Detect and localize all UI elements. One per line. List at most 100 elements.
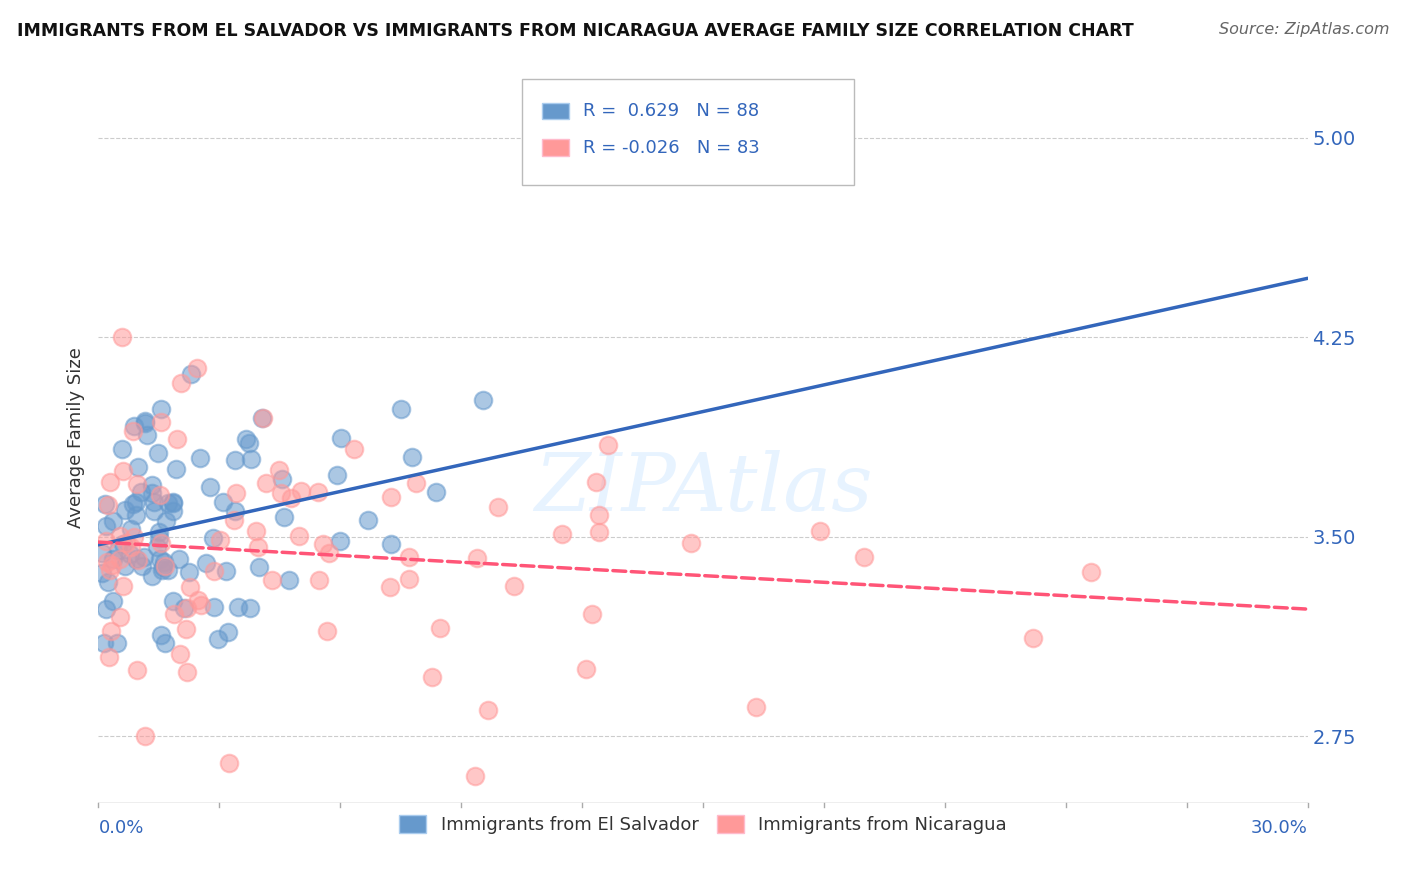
Text: R = -0.026   N = 83: R = -0.026 N = 83 bbox=[583, 138, 761, 156]
Point bbox=[101, 594, 124, 608]
Point bbox=[134, 416, 156, 430]
Legend: Immigrants from El Salvador, Immigrants from Nicaragua: Immigrants from El Salvador, Immigrants … bbox=[392, 807, 1014, 841]
Point bbox=[585, 475, 607, 489]
Point bbox=[170, 376, 193, 391]
Point bbox=[111, 537, 134, 551]
Point bbox=[105, 636, 128, 650]
Text: R =  0.629   N = 88: R = 0.629 N = 88 bbox=[583, 102, 759, 120]
Point bbox=[96, 518, 118, 533]
Point bbox=[122, 530, 145, 544]
Point bbox=[100, 624, 122, 639]
Point bbox=[420, 670, 443, 684]
Point bbox=[150, 415, 173, 429]
Point bbox=[207, 632, 229, 646]
Point bbox=[465, 550, 488, 565]
Point bbox=[288, 529, 311, 543]
Point bbox=[141, 486, 163, 500]
Point bbox=[163, 607, 186, 621]
Point bbox=[316, 624, 339, 638]
Point bbox=[141, 477, 163, 491]
Point bbox=[141, 569, 163, 583]
Point bbox=[307, 485, 329, 500]
Point bbox=[503, 578, 526, 592]
Point bbox=[277, 573, 299, 587]
Point bbox=[148, 446, 170, 460]
Point bbox=[127, 477, 149, 491]
Point bbox=[464, 769, 486, 783]
Point bbox=[208, 533, 231, 548]
Point bbox=[378, 580, 401, 594]
Point bbox=[157, 563, 180, 577]
Point bbox=[187, 593, 209, 607]
Point bbox=[270, 486, 292, 500]
Point bbox=[215, 564, 238, 578]
Point bbox=[134, 414, 156, 428]
Point bbox=[180, 368, 202, 382]
Point bbox=[101, 558, 124, 572]
Point bbox=[149, 402, 172, 417]
Point bbox=[575, 662, 598, 676]
Point bbox=[389, 401, 412, 416]
Point bbox=[247, 540, 270, 554]
Point bbox=[124, 551, 146, 566]
Point bbox=[94, 602, 117, 616]
Point bbox=[176, 601, 198, 615]
Point bbox=[98, 650, 121, 665]
Point bbox=[471, 392, 494, 407]
Point bbox=[252, 411, 274, 425]
Point bbox=[267, 463, 290, 477]
Point bbox=[398, 572, 420, 586]
Point bbox=[280, 491, 302, 506]
Point bbox=[110, 442, 132, 456]
Point bbox=[198, 480, 221, 494]
Point bbox=[551, 527, 574, 541]
Point bbox=[169, 647, 191, 661]
Text: IMMIGRANTS FROM EL SALVADOR VS IMMIGRANTS FROM NICARAGUA AVERAGE FAMILY SIZE COR: IMMIGRANTS FROM EL SALVADOR VS IMMIGRANT… bbox=[17, 22, 1133, 40]
Point bbox=[312, 537, 335, 551]
Point bbox=[162, 594, 184, 608]
Point bbox=[107, 542, 129, 557]
FancyBboxPatch shape bbox=[543, 139, 569, 155]
Point bbox=[111, 578, 134, 592]
Point bbox=[853, 549, 876, 564]
Point bbox=[127, 459, 149, 474]
Point bbox=[100, 563, 122, 577]
Point bbox=[477, 703, 499, 717]
Point bbox=[326, 468, 349, 483]
Point bbox=[254, 476, 277, 491]
Point bbox=[167, 552, 190, 566]
Point bbox=[252, 411, 274, 425]
Point bbox=[96, 555, 118, 569]
Point bbox=[149, 536, 172, 550]
Point bbox=[162, 495, 184, 509]
Point bbox=[127, 553, 149, 567]
Point bbox=[91, 546, 114, 560]
Point bbox=[588, 508, 610, 522]
Point bbox=[108, 552, 131, 566]
Point bbox=[273, 509, 295, 524]
Point bbox=[173, 601, 195, 615]
Point bbox=[121, 497, 143, 511]
Point bbox=[679, 535, 702, 549]
Point bbox=[225, 486, 247, 500]
Point bbox=[186, 360, 208, 375]
Point bbox=[318, 546, 340, 560]
Point bbox=[357, 513, 380, 527]
Point bbox=[97, 575, 120, 590]
Point bbox=[131, 559, 153, 574]
Point bbox=[176, 665, 198, 679]
FancyBboxPatch shape bbox=[522, 78, 855, 185]
Point bbox=[190, 599, 212, 613]
Point bbox=[218, 756, 240, 770]
Y-axis label: Average Family Size: Average Family Size bbox=[66, 347, 84, 527]
Point bbox=[245, 524, 267, 539]
Point bbox=[239, 600, 262, 615]
Point bbox=[135, 428, 157, 442]
Point bbox=[425, 484, 447, 499]
Point bbox=[247, 560, 270, 574]
Point bbox=[222, 512, 245, 526]
Point bbox=[112, 465, 135, 479]
Point bbox=[114, 536, 136, 550]
Point bbox=[217, 625, 239, 640]
Point bbox=[148, 524, 170, 539]
